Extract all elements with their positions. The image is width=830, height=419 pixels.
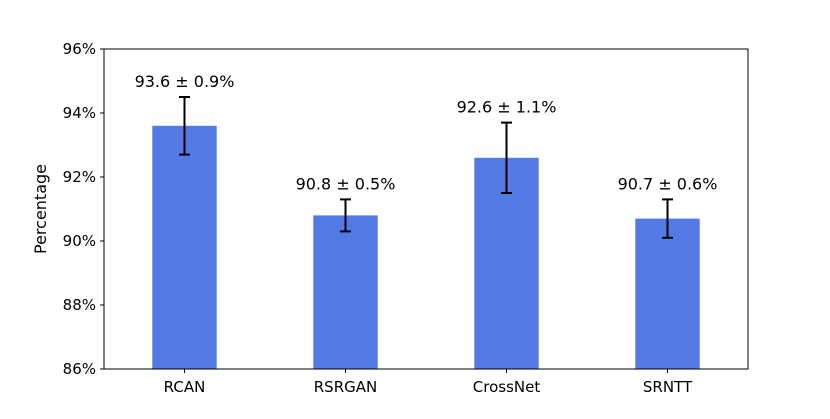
x-tick-label-rsrgan: RSRGAN — [314, 378, 377, 396]
error-bars-layer — [179, 96, 673, 239]
bar-rsrgan — [313, 215, 378, 369]
y-tick-label: 86% — [63, 360, 96, 378]
data-labels-layer: 93.6 ± 0.9% 90.8 ± 0.5% 92.6 ± 1.1% 90.7 ± … — [135, 72, 718, 193]
axes-layer: RCAN RSRGAN CrossNet SRNTT 86% 88% 90% 92% 94% 96… — [63, 40, 749, 396]
data-label-srntt: 90.7 ± 0.6% — [618, 174, 718, 193]
error-bar-rsrgan — [340, 198, 351, 233]
bars-layer — [152, 125, 700, 369]
error-bar-srntt — [662, 198, 673, 239]
data-label-rcan: 93.6 ± 0.9% — [135, 72, 235, 91]
bar-rcan — [152, 125, 217, 369]
y-tick-label: 94% — [63, 104, 96, 122]
y-tick-label: 96% — [63, 40, 96, 58]
x-tick-label-crossnet: CrossNet — [473, 378, 541, 396]
error-bar-rcan — [179, 96, 190, 156]
data-label-rsrgan: 90.8 ± 0.5% — [296, 174, 396, 193]
x-tick-label-rcan: RCAN — [164, 378, 206, 396]
bar-srntt — [635, 218, 700, 369]
data-label-crossnet: 92.6 ± 1.1% — [457, 98, 557, 117]
y-tick-label: 92% — [63, 168, 96, 186]
x-tick-label-srntt: SRNTT — [643, 378, 693, 396]
y-axis-label: Percentage — [31, 164, 50, 254]
plot-frame — [103, 48, 749, 370]
error-bar-crossnet — [501, 121, 512, 194]
y-tick-label: 90% — [63, 232, 96, 250]
y-tick-label: 88% — [63, 296, 96, 314]
